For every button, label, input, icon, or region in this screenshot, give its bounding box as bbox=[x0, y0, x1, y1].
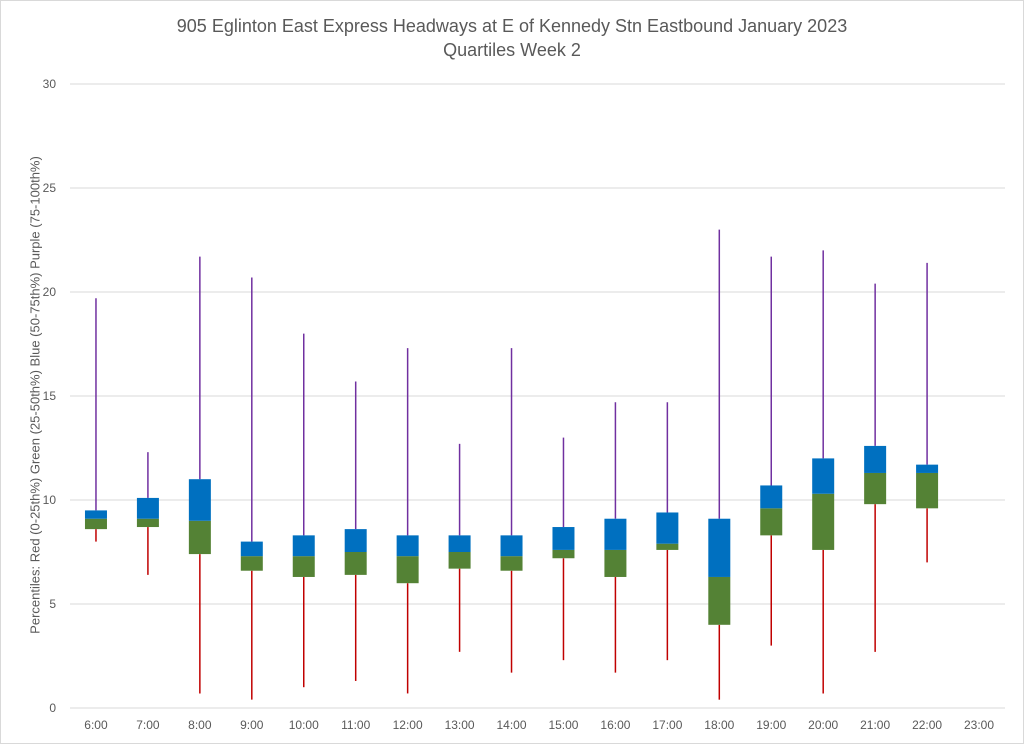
x-tick-label: 8:00 bbox=[188, 718, 212, 732]
upper-box bbox=[604, 518, 627, 550]
x-tick-label: 19:00 bbox=[756, 718, 786, 732]
upper-box bbox=[84, 510, 107, 519]
upper-box bbox=[396, 535, 419, 557]
lower-box bbox=[84, 518, 107, 530]
lower-box bbox=[604, 549, 627, 577]
x-tick-label: 6:00 bbox=[84, 718, 108, 732]
upper-box bbox=[864, 445, 887, 473]
lower-box bbox=[864, 472, 887, 505]
lower-box bbox=[240, 556, 263, 571]
lower-box bbox=[916, 472, 939, 509]
y-tick-label: 15 bbox=[43, 389, 57, 403]
x-tick-label: 10:00 bbox=[289, 718, 319, 732]
x-tick-label: 15:00 bbox=[548, 718, 578, 732]
lower-box bbox=[448, 552, 471, 569]
x-tick-label: 23:00 bbox=[964, 718, 994, 732]
upper-box bbox=[812, 458, 835, 494]
chart-subtitle: Quartiles Week 2 bbox=[443, 40, 581, 60]
chart-title: 905 Eglinton East Express Headways at E … bbox=[176, 16, 848, 36]
y-tick-label: 25 bbox=[43, 181, 57, 195]
upper-box bbox=[344, 529, 367, 552]
x-tick-label: 14:00 bbox=[497, 718, 527, 732]
y-tick-label: 30 bbox=[43, 77, 57, 91]
x-tick-label: 7:00 bbox=[136, 718, 160, 732]
upper-box bbox=[188, 479, 211, 521]
upper-box bbox=[552, 527, 575, 550]
x-tick-label: 20:00 bbox=[808, 718, 838, 732]
lower-box bbox=[344, 552, 367, 575]
lower-box bbox=[188, 520, 211, 555]
y-tick-label: 0 bbox=[49, 701, 56, 715]
upper-box bbox=[136, 497, 159, 519]
upper-box bbox=[708, 518, 731, 577]
lower-box bbox=[656, 543, 679, 550]
upper-box bbox=[916, 464, 939, 473]
x-tick-label: 17:00 bbox=[652, 718, 682, 732]
x-tick-label: 11:00 bbox=[341, 718, 370, 732]
lower-box bbox=[760, 508, 783, 536]
x-tick-label: 12:00 bbox=[393, 718, 423, 732]
x-tick-label: 21:00 bbox=[860, 718, 890, 732]
upper-box bbox=[760, 485, 783, 509]
lower-box bbox=[292, 556, 315, 577]
x-tick-label: 9:00 bbox=[240, 718, 264, 732]
lower-box bbox=[708, 576, 731, 625]
upper-box bbox=[500, 535, 523, 557]
lower-box bbox=[500, 556, 523, 571]
upper-box bbox=[240, 541, 263, 557]
y-tick-label: 10 bbox=[43, 493, 57, 507]
upper-box bbox=[448, 535, 471, 552]
upper-box bbox=[292, 535, 315, 557]
lower-box bbox=[812, 493, 835, 550]
y-tick-label: 5 bbox=[49, 597, 56, 611]
x-tick-label: 22:00 bbox=[912, 718, 942, 732]
x-tick-label: 13:00 bbox=[445, 718, 475, 732]
x-tick-label: 16:00 bbox=[600, 718, 630, 732]
lower-box bbox=[136, 518, 159, 528]
lower-box bbox=[552, 549, 575, 559]
x-tick-label: 18:00 bbox=[704, 718, 734, 732]
upper-box bbox=[656, 512, 679, 544]
lower-box bbox=[396, 556, 419, 584]
y-tick-label: 20 bbox=[43, 285, 57, 299]
